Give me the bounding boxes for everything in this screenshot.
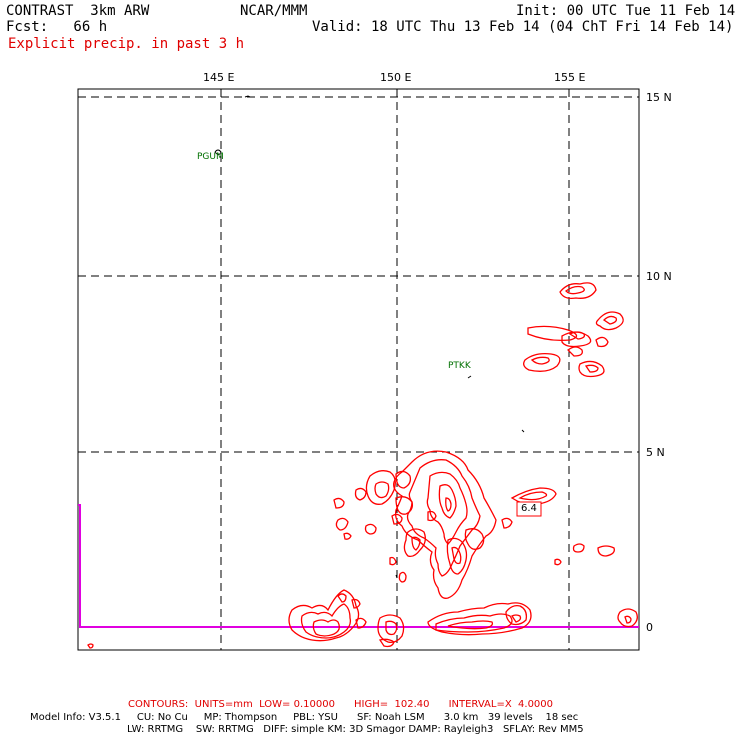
lon-label-145e: 145 E [203, 71, 235, 84]
lat-label-5n: 5 N [646, 446, 665, 459]
precip-contours [87, 282, 638, 649]
coastlines [214, 95, 525, 579]
lat-label-15n: 15 N [646, 91, 672, 104]
contour-value-label: 6.4 [521, 503, 537, 514]
map-frame [77, 88, 640, 651]
field-title: Explicit precip. in past 3 h [8, 36, 245, 52]
valid-time: Valid: 18 UTC Thu 13 Feb 14 (04 ChT Fri … [312, 19, 734, 35]
forecast-hour: Fcst: 66 h [6, 19, 108, 35]
lon-label-155e: 155 E [554, 71, 586, 84]
contours-info: CONTOURS: UNITS=mm LOW= 0.10000 HIGH= 10… [128, 699, 554, 710]
model-title: CONTRAST 3km ARW [6, 3, 150, 19]
model-info-line-2: LW: RRTMG SW: RRTMG DIFF: simple KM: 3D … [127, 724, 584, 735]
domain-boundary [78, 504, 639, 628]
init-time: Init: 00 UTC Tue 11 Feb 14 [516, 3, 736, 19]
center-name: NCAR/MMM [240, 3, 308, 19]
lat-label-10n: 10 N [646, 270, 672, 283]
graticule [78, 89, 639, 650]
lat-label-0: 0 [646, 621, 653, 634]
contour-label-box [516, 501, 542, 517]
lon-label-150e: 150 E [380, 71, 412, 84]
station-pgum: PGUM [197, 152, 224, 162]
model-info-line-1: Model Info: V3.5.1 CU: No Cu MP: Thompso… [30, 712, 579, 723]
station-ptkk: PTKK [448, 361, 471, 371]
